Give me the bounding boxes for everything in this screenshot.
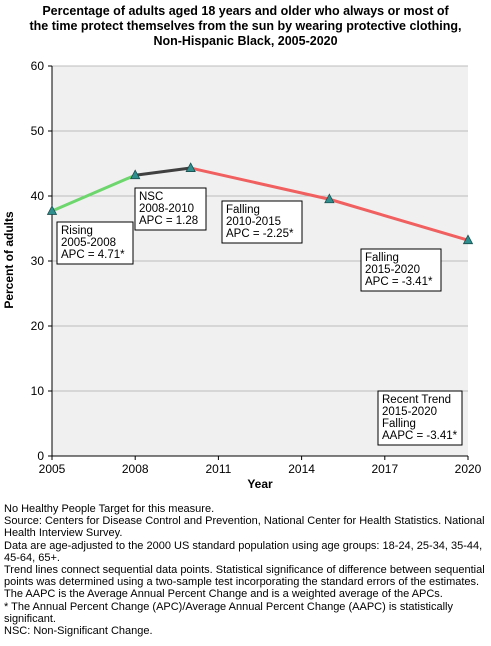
data-point-marker: [462, 234, 474, 245]
note-line: NSC: Non-Significant Change.: [4, 625, 153, 638]
y-tick-label: 30: [31, 254, 45, 268]
note-line: Trend lines connect sequential data poin…: [4, 564, 485, 589]
trend-chart: 0 10 20 30 40 50 60 2005 2008 2011 2014 2017 2020 Ris…: [2, 59, 482, 491]
plot-area: 0 10 20 30 40 50 60 2005 2008 2011 2014 2017 2020 Ris…: [31, 59, 482, 476]
data-point-marker: [130, 169, 141, 180]
segment-label-box-frame: [134, 187, 207, 231]
segment-label-line: 2010-2015: [226, 216, 281, 228]
chart-title: Percentage of adults aged 18 years and o…: [0, 4, 491, 49]
y-tick-label: 20: [31, 319, 45, 333]
segment-label-line: APC = -3.41*: [365, 276, 433, 288]
x-tick-label: 2020: [455, 462, 482, 476]
segment-label-box-frame: [360, 248, 442, 292]
trend-segment: [189, 166, 331, 201]
recent-trend-line: Falling: [382, 418, 416, 430]
segment-label-box-frame: [56, 221, 134, 265]
x-tick-label: 2014: [288, 462, 315, 476]
x-axis-label: Year: [247, 477, 273, 491]
note-line: Source: Centers for Disease Control and …: [4, 515, 485, 540]
chart-title-line-1: Percentage of adults aged 18 years and o…: [42, 4, 449, 18]
y-tick-label: 40: [31, 189, 45, 203]
chart-notes: No Healthy People Target for this measur…: [4, 503, 489, 637]
data-point-marker: [324, 193, 335, 204]
segment-label-line: Falling: [226, 204, 260, 216]
recent-trend-line: AAPC = -3.41*: [382, 430, 458, 442]
recent-trend-box-frame: [377, 390, 463, 446]
data-point-marker: [185, 162, 196, 172]
note-line: Data are age-adjusted to the 2000 US sta…: [4, 539, 483, 564]
trend-segment: [327, 197, 470, 242]
x-tick-label: 2017: [371, 462, 398, 476]
chart-title-line-3: Non-Hispanic Black, 2005-2020: [153, 34, 338, 48]
y-tick-label: 50: [31, 124, 45, 138]
note-line: The AAPC is the Average Annual Percent C…: [4, 588, 443, 601]
recent-trend-line: 2015-2020: [382, 406, 437, 418]
segment-label-line: NSC: [139, 191, 163, 203]
segment-label-line: APC = -2.25*: [226, 228, 294, 240]
x-tick-label: 2008: [122, 462, 149, 476]
segment-label-box-frame: [221, 200, 303, 244]
trend-segment: [50, 173, 137, 213]
chart-title-line-2: the time protect themselves from the sun…: [29, 19, 462, 33]
segment-label-line: APC = 1.28: [139, 215, 198, 227]
y-tick-label: 10: [31, 384, 45, 398]
trend-segment: [133, 166, 193, 177]
x-tick-label: 2005: [39, 462, 66, 476]
segment-label-line: Falling: [365, 252, 399, 264]
segment-label-line: 2005-2008: [61, 237, 116, 249]
x-tick-label: 2011: [205, 462, 231, 476]
segment-label-line: 2015-2020: [365, 264, 420, 276]
recent-trend-line: Recent Trend: [382, 394, 451, 406]
segment-label-line: Rising: [61, 225, 93, 237]
y-tick-label: 60: [31, 59, 45, 73]
note-line: * The Annual Percent Change (APC)/Averag…: [4, 600, 454, 625]
data-point-marker: [46, 205, 58, 215]
note-line: No Healthy People Target for this measur…: [4, 503, 215, 515]
y-tick-label: 0: [37, 449, 44, 463]
y-axis-label: Percent of adults: [2, 211, 16, 309]
segment-label-line: 2008-2010: [139, 203, 194, 215]
segment-label-line: APC = 4.71*: [61, 249, 125, 261]
